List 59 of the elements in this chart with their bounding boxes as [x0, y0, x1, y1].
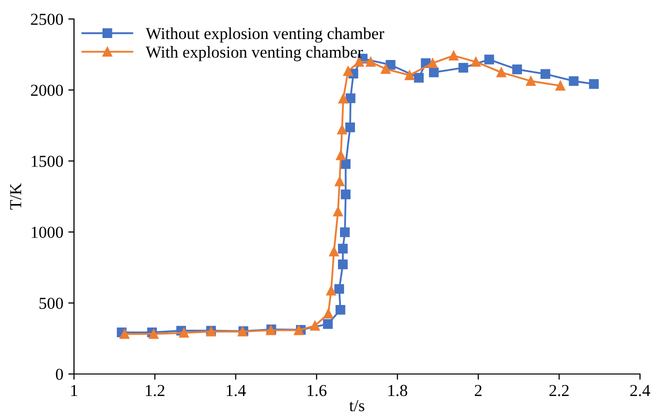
point	[343, 66, 353, 76]
point	[310, 320, 320, 331]
x-tick-label: 2	[474, 384, 482, 396]
point	[338, 244, 348, 254]
x-tick-label: 1.2	[146, 384, 164, 396]
point	[366, 57, 376, 67]
point	[334, 284, 344, 294]
point	[428, 68, 439, 78]
x-tick-label: 1	[71, 384, 78, 396]
point	[496, 68, 506, 78]
point	[179, 328, 189, 338]
point	[471, 57, 481, 67]
point	[555, 80, 566, 91]
point	[340, 227, 350, 238]
y-tick-label: 2500	[30, 14, 63, 25]
x-tick-label: 2.2	[549, 384, 569, 396]
point	[386, 60, 396, 70]
point	[380, 64, 391, 74]
y-tick-label: 0	[56, 368, 63, 380]
x-tick-label: 1.6	[308, 384, 326, 396]
point	[338, 94, 348, 104]
point	[334, 176, 344, 186]
point	[326, 286, 336, 296]
point	[340, 159, 351, 169]
point	[333, 206, 343, 216]
point	[428, 58, 438, 68]
y-tick-label: 500	[40, 298, 63, 309]
point	[346, 93, 356, 104]
point	[323, 319, 333, 329]
point	[329, 246, 339, 256]
legend-label: With explosion venting chamber	[146, 46, 363, 62]
point	[340, 190, 351, 200]
x-tick-label: 1.8	[388, 384, 408, 396]
x-tick-label: 1.4	[226, 384, 246, 396]
x-axis-title: t/s	[349, 400, 364, 412]
point	[323, 308, 334, 319]
point	[568, 76, 579, 86]
point	[404, 70, 414, 80]
y-tick-label: 1000	[32, 226, 63, 238]
point	[354, 57, 364, 67]
y-tick-label: 2000	[30, 84, 63, 96]
x-tick-label: 2.4	[630, 384, 650, 396]
point	[448, 50, 458, 60]
point	[338, 260, 348, 270]
point	[345, 122, 355, 132]
point	[540, 69, 550, 79]
legend-label: Without explosion venting chamber	[146, 27, 384, 43]
point	[526, 76, 536, 86]
point	[120, 329, 130, 339]
y-tick-label: 1500	[32, 156, 63, 167]
y-axis-title: T/K	[10, 183, 22, 210]
point	[512, 64, 522, 74]
point	[337, 124, 347, 134]
point	[589, 79, 599, 89]
point	[336, 150, 346, 160]
point	[458, 62, 468, 73]
point	[414, 72, 424, 83]
point	[336, 304, 346, 315]
point	[484, 54, 494, 64]
